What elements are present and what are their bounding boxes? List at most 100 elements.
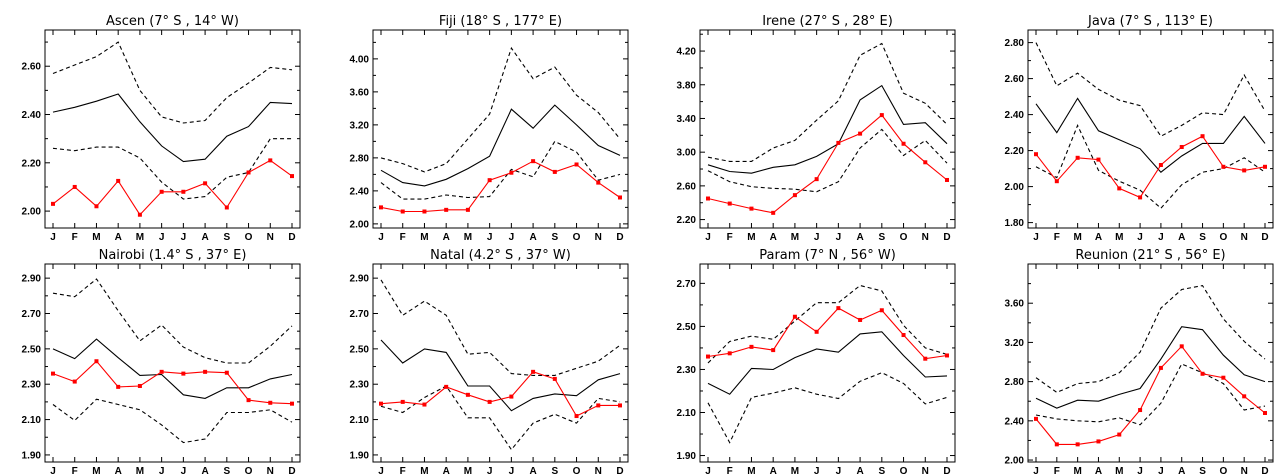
series-lower-dashed <box>1035 124 1266 209</box>
x-tick-label: A <box>443 232 450 243</box>
series-red-point <box>379 401 383 406</box>
x-tick-label: O <box>245 466 253 475</box>
series-lower-dashed <box>707 128 948 193</box>
x-tick-label: M <box>1115 232 1123 243</box>
series-red-point <box>901 333 906 338</box>
x-tick-label: A <box>770 466 777 475</box>
x-tick-label: A <box>1178 232 1185 243</box>
series-red-point <box>487 399 492 404</box>
series-red-point <box>771 348 776 353</box>
y-tick-label: 2.10 <box>22 415 42 426</box>
series-red-point <box>444 384 449 389</box>
panel-title: Param (7° N , 56° W) <box>759 248 896 263</box>
y-tick-label: 2.70 <box>677 279 697 290</box>
x-tick-label: F <box>72 466 78 475</box>
series-red-point <box>836 306 841 311</box>
x-tick-label: M <box>136 232 144 243</box>
series-mean-line <box>707 331 948 395</box>
x-tick-label: J <box>159 466 165 475</box>
series-red-point <box>224 370 229 375</box>
x-tick-label: N <box>922 466 929 475</box>
x-tick-label: A <box>201 232 208 243</box>
series-lower-dashed <box>52 398 293 444</box>
x-tick-label: A <box>115 232 122 243</box>
series-red-point <box>72 379 77 384</box>
series-mean-line <box>380 104 621 187</box>
x-tick-label: M <box>1073 466 1081 475</box>
y-tick-label: 2.80 <box>1005 377 1025 388</box>
series-red-point <box>509 394 514 399</box>
y-tick-label: 2.30 <box>350 380 370 391</box>
y-tick-label: 2.50 <box>350 344 370 355</box>
series-red-point <box>574 162 579 167</box>
series-red-point <box>137 212 142 217</box>
series-red-point <box>706 354 710 359</box>
series-red-point <box>1034 152 1038 157</box>
series-red-point <box>596 180 601 185</box>
series-red-point <box>203 369 208 374</box>
series-red-point <box>268 158 273 163</box>
series-red-point <box>792 314 797 319</box>
x-tick-label: D <box>1261 466 1268 475</box>
series-red-point <box>487 178 492 183</box>
series-red-point <box>879 308 884 313</box>
x-tick-label: J <box>378 232 384 243</box>
series-red-point <box>771 210 776 215</box>
series-lower-dashed <box>52 138 292 200</box>
x-tick-label: D <box>288 466 295 475</box>
x-tick-label: A <box>529 232 536 243</box>
series-red-point <box>814 177 819 182</box>
series-red-point <box>224 205 229 210</box>
series-red-point <box>181 189 186 194</box>
x-tick-label: F <box>1054 466 1060 475</box>
series-red-point <box>1158 365 1163 370</box>
series-red-line <box>380 371 620 417</box>
y-tick-label: 2.50 <box>677 322 697 333</box>
series-mean-line <box>1035 97 1266 173</box>
x-tick-label: F <box>727 232 733 243</box>
y-tick-label: 2.20 <box>1005 146 1025 157</box>
plot-frame <box>372 263 629 463</box>
series-red-point <box>792 193 797 198</box>
x-tick-label: J <box>1158 232 1164 243</box>
panel-java: Java (7° S , 113° E) 1.80 2.00 2.20 2.40 2.6… <box>1005 14 1274 243</box>
series-red-line <box>380 160 621 213</box>
series-red-point <box>51 371 55 376</box>
x-tick-label: S <box>1199 466 1206 475</box>
series-red-point <box>290 174 294 179</box>
y-tick-label: 2.30 <box>677 365 697 376</box>
series-mean-line <box>52 338 293 399</box>
x-tick-label: M <box>420 466 428 475</box>
plot-frame <box>1027 263 1274 463</box>
series-red-line <box>1035 135 1266 199</box>
series-red-point <box>749 206 754 211</box>
x-tick-label: F <box>1054 232 1060 243</box>
x-tick-label: F <box>400 466 406 475</box>
series-red-point <box>422 402 427 407</box>
series-red-point <box>1263 410 1267 415</box>
x-tick-label: S <box>1199 232 1206 243</box>
x-tick-label: F <box>727 466 733 475</box>
series-red-point <box>727 201 732 206</box>
plot-frame <box>372 29 629 229</box>
y-tick-label: 3.80 <box>677 80 697 91</box>
series-upper-dashed <box>707 284 948 364</box>
series-red-point <box>72 184 77 189</box>
y-tick-label: 3.20 <box>350 120 370 131</box>
series-red-point <box>159 189 164 194</box>
series-red-point <box>531 369 536 374</box>
x-tick-label: J <box>181 232 187 243</box>
x-tick-label: J <box>487 466 493 475</box>
x-tick-label: O <box>1219 232 1227 243</box>
x-tick-label: O <box>573 466 581 475</box>
x-tick-label: J <box>509 466 515 475</box>
series-red-point <box>814 329 819 334</box>
x-tick-label: A <box>856 232 863 243</box>
y-tick-label: 2.40 <box>22 110 42 121</box>
series-red-point <box>1117 432 1122 437</box>
x-tick-label: M <box>1073 232 1081 243</box>
y-tick-label: 2.60 <box>677 181 697 192</box>
series-red-point <box>1179 145 1184 149</box>
series-red-point <box>879 113 884 118</box>
y-tick-label: 3.60 <box>1005 299 1025 310</box>
